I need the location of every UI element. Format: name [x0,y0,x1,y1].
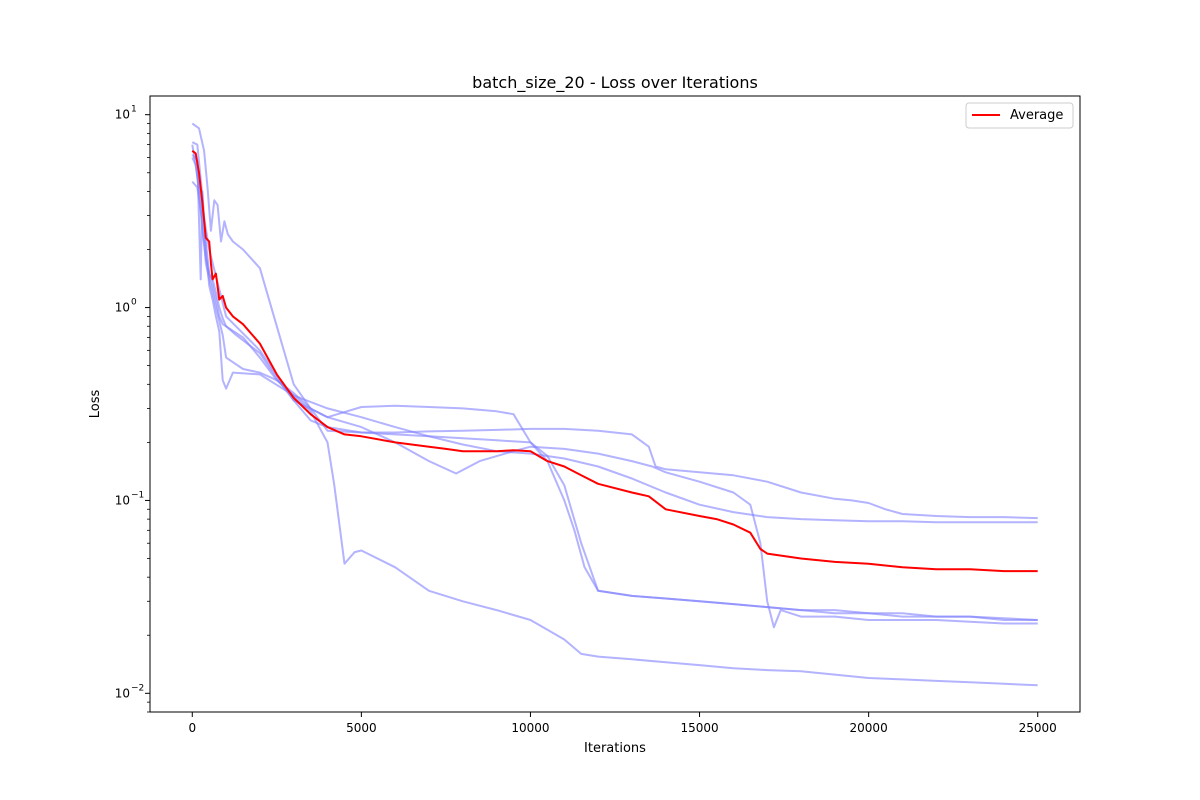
y-tick-exponent: −2 [131,683,144,693]
x-tick-label: 20000 [850,721,888,735]
legend: Average [965,102,1074,129]
run-line-2 [191,154,1038,524]
y-tick-label: 10 [115,686,130,700]
average-line [191,150,1038,573]
x-tick-label: 25000 [1019,721,1057,735]
plot-frame [149,95,1081,713]
x-tick-label: 0 [188,721,196,735]
run-line-1 [191,141,1038,621]
run-line-3 [191,157,1038,687]
y-axis-label: Loss [88,390,103,419]
x-axis-label: Iterations [584,741,646,756]
y-tick-exponent: 0 [131,298,137,308]
run-line-6 [191,144,1038,621]
x-tick-label: 15000 [680,721,718,735]
x-tick-label: 10000 [511,721,549,735]
x-axis: 0 5000 10000 15000 20000 25000 [188,712,1057,735]
run-line-4 [191,122,1038,629]
runs-layer [191,122,1038,687]
y-tick-label: 10 [115,301,130,315]
y-tick-exponent: 1 [131,105,137,115]
run-line-5 [191,180,1038,520]
y-tick-label: 10 [115,493,130,507]
average-layer [191,150,1038,573]
legend-box [965,102,1074,129]
y-tick-label: 10 [115,108,130,122]
chart-title: batch_size_20 - Loss over Iterations [472,73,758,93]
legend-average-label: Average [1010,108,1063,123]
x-tick-label: 5000 [346,721,377,735]
y-tick-exponent: −1 [131,490,144,500]
